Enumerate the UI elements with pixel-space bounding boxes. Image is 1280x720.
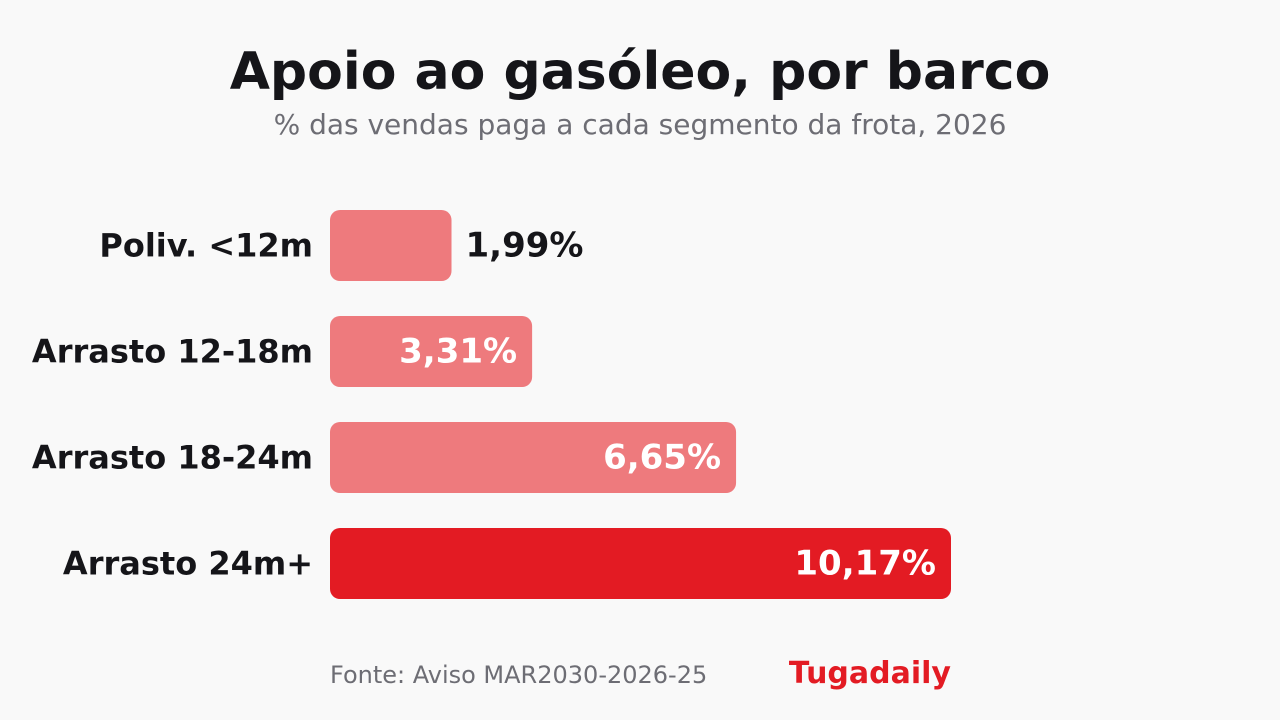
value-label: 3,31% xyxy=(399,332,517,372)
bar-3 xyxy=(330,528,951,599)
chart-subtitle: % das vendas paga a cada segmento da fro… xyxy=(273,108,1007,141)
value-label: 6,65% xyxy=(603,438,721,478)
brand-logo: Tugadaily xyxy=(788,656,951,691)
bar-2 xyxy=(330,422,737,493)
value-label: 1,99% xyxy=(466,226,584,266)
source-note: Fonte: Aviso MAR2030-2026-25 xyxy=(330,661,708,689)
value-label: 10,17% xyxy=(794,544,936,584)
category-label: Poliv. <12m xyxy=(99,227,313,265)
category-label: Arrasto 12-18m xyxy=(32,333,313,371)
category-label: Arrasto 24m+ xyxy=(63,545,313,583)
bar-1 xyxy=(330,316,533,387)
category-label: Arrasto 18-24m xyxy=(32,439,313,477)
bar-0 xyxy=(330,210,452,281)
chart-title: Apoio ao gasóleo, por barco xyxy=(229,42,1051,102)
